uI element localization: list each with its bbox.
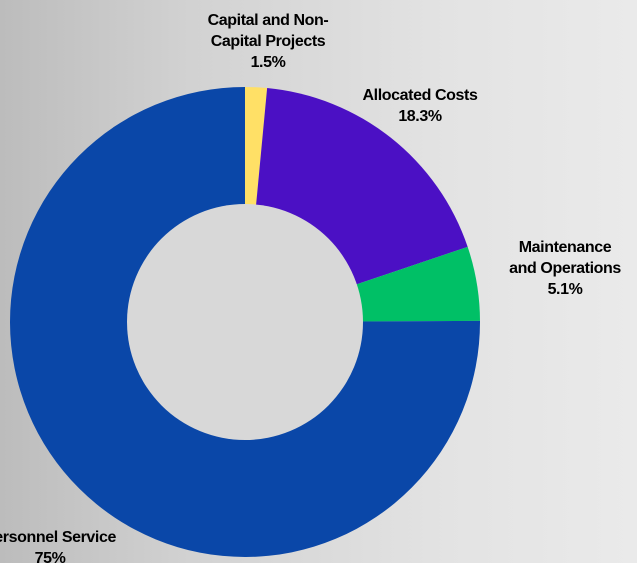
donut-hole — [127, 204, 363, 440]
label-maintenance-operations: Maintenance and Operations 5.1% — [509, 239, 621, 298]
labels-layer: Capital and Non- Capital Projects 1.5% Allo… — [0, 12, 622, 563]
label-capital-projects: Capital and Non- Capital Projects 1.5% — [208, 12, 329, 71]
label-line: Maintenance — [519, 239, 612, 256]
label-line: Capital and Non- — [208, 12, 329, 29]
label-line: Allocated Costs — [363, 87, 478, 104]
value-label-personnel-service: 75% — [35, 550, 66, 563]
label-line: Personnel Service — [0, 529, 116, 546]
value-label-capital-projects: 1.5% — [251, 54, 286, 71]
value-label-allocated-costs: 18.3% — [398, 108, 442, 125]
label-line: Capital Projects — [211, 33, 326, 50]
label-line: and Operations — [509, 260, 621, 277]
label-allocated-costs: Allocated Costs 18.3% — [363, 87, 478, 125]
label-personnel-service: Personnel Service 75% — [0, 529, 116, 563]
value-label-maintenance-operations: 5.1% — [548, 281, 583, 298]
